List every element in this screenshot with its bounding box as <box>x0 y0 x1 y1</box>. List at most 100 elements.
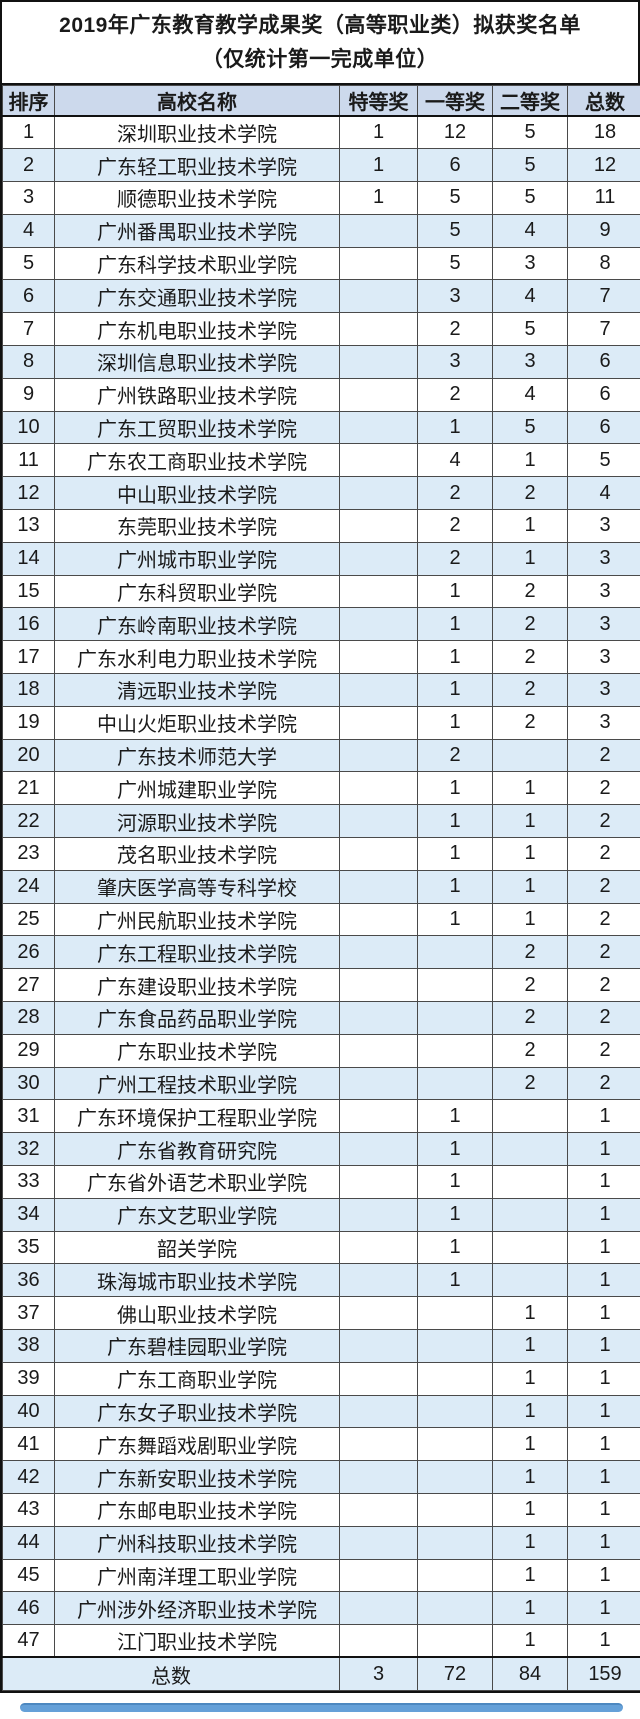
second-award-cell: 1 <box>492 837 568 871</box>
school-name-cell: 广东食品药品职业学院 <box>54 1001 340 1035</box>
special-award-cell <box>339 1099 418 1134</box>
special-award-cell: 1 <box>339 181 418 215</box>
first-award-cell: 2 <box>417 509 493 543</box>
table-row: 40 广东女子职业技术学院 1 1 <box>2 1394 640 1429</box>
total-cell: 1 <box>567 1427 640 1462</box>
rank-cell: 10 <box>2 410 55 445</box>
total-cell: 9 <box>567 213 640 248</box>
table-row: 34 广东文艺职业学院 1 1 <box>2 1197 640 1232</box>
table-row: 42 广东新安职业技术学院 1 1 <box>2 1460 640 1494</box>
school-name-cell: 广东建设职业技术学院 <box>54 968 340 1003</box>
second-award-cell: 2 <box>492 574 568 609</box>
rank-cell: 46 <box>2 1591 55 1626</box>
special-award-cell <box>339 1525 418 1560</box>
school-name-cell: 广东环境保护工程职业学院 <box>54 1099 340 1134</box>
school-name-cell: 广州民航职业技术学院 <box>54 902 340 937</box>
rank-cell: 4 <box>2 213 55 248</box>
first-award-cell: 2 <box>417 377 493 412</box>
total-cell: 5 <box>567 443 640 478</box>
table-row: 28 广东食品药品职业学院 2 2 <box>2 1001 640 1035</box>
table-row: 23 茂名职业技术学院 1 1 2 <box>2 837 640 871</box>
first-award-cell: 1 <box>417 673 493 707</box>
table-row: 9 广州铁路职业技术学院 2 4 6 <box>2 377 640 412</box>
total-cell: 2 <box>567 935 640 970</box>
second-award-cell: 1 <box>492 902 568 937</box>
second-award-cell: 1 <box>492 869 568 904</box>
second-award-cell: 2 <box>492 935 568 970</box>
table-row: 17 广东水利电力职业技术学院 1 2 3 <box>2 640 640 675</box>
table-row: 24 肇庆医学高等专科学校 1 1 2 <box>2 869 640 904</box>
school-name-cell: 深圳职业技术学院 <box>54 115 340 150</box>
first-award-cell: 1 <box>417 640 493 675</box>
total-second-award-cell: 84 <box>492 1656 568 1691</box>
special-award-cell <box>339 738 418 773</box>
first-award-cell: 3 <box>417 345 493 379</box>
school-name-cell: 广东交通职业技术学院 <box>54 279 340 314</box>
total-cell: 1 <box>567 1525 640 1560</box>
second-award-cell: 1 <box>492 1361 568 1396</box>
horizontal-scrollbar-thumb[interactable] <box>20 1702 623 1712</box>
first-award-cell <box>417 1361 493 1396</box>
total-cell: 3 <box>567 607 640 642</box>
second-award-cell: 1 <box>492 1328 568 1363</box>
school-name-cell: 广东工商职业学院 <box>54 1361 340 1396</box>
second-award-cell: 2 <box>492 968 568 1003</box>
first-award-cell: 2 <box>417 312 493 347</box>
first-award-cell <box>417 1427 493 1462</box>
school-name-cell: 广州南洋理工职业学院 <box>54 1558 340 1593</box>
school-name-cell: 中山职业技术学院 <box>54 476 340 511</box>
table-row: 12 中山职业技术学院 2 2 4 <box>2 476 640 511</box>
rank-cell: 26 <box>2 935 55 970</box>
table-row: 37 佛山职业技术学院 1 1 <box>2 1296 640 1330</box>
special-award-cell <box>339 1558 418 1593</box>
first-award-cell <box>417 1460 493 1494</box>
table-row: 11 广东农工商职业技术学院 4 1 5 <box>2 443 640 478</box>
table-row: 33 广东省外语艺术职业学院 1 1 <box>2 1165 640 1199</box>
first-award-cell: 2 <box>417 476 493 511</box>
rank-cell: 42 <box>2 1460 55 1494</box>
rank-cell: 14 <box>2 541 55 576</box>
first-award-cell: 5 <box>417 246 493 281</box>
table-row: 35 韶关学院 1 1 <box>2 1230 640 1265</box>
rank-cell: 12 <box>2 476 55 511</box>
school-name-cell: 广州工程技术职业学院 <box>54 1066 340 1101</box>
total-cell: 1 <box>567 1492 640 1527</box>
rank-cell: 33 <box>2 1165 55 1199</box>
total-label-cell: 总数 <box>2 1656 340 1691</box>
special-award-cell <box>339 968 418 1003</box>
special-award-cell <box>339 1001 418 1035</box>
special-award-cell <box>339 279 418 314</box>
first-award-cell: 1 <box>417 574 493 609</box>
first-award-cell <box>417 935 493 970</box>
table-row: 10 广东工贸职业技术学院 1 5 6 <box>2 410 640 445</box>
rank-cell: 44 <box>2 1525 55 1560</box>
first-award-cell <box>417 1001 493 1035</box>
school-name-cell: 广东农工商职业技术学院 <box>54 443 340 478</box>
school-name-cell: 广州城市职业学院 <box>54 541 340 576</box>
table-row: 44 广州科技职业技术学院 1 1 <box>2 1525 640 1560</box>
rank-cell: 18 <box>2 673 55 707</box>
rank-cell: 31 <box>2 1099 55 1134</box>
special-award-cell <box>339 345 418 379</box>
total-cell: 1 <box>567 1263 640 1298</box>
first-award-cell: 1 <box>417 837 493 871</box>
total-cell: 1 <box>567 1230 640 1265</box>
rank-cell: 9 <box>2 377 55 412</box>
table-row: 7 广东机电职业技术学院 2 5 7 <box>2 312 640 347</box>
table-row: 41 广东舞蹈戏剧职业学院 1 1 <box>2 1427 640 1462</box>
table-row: 26 广东工程职业技术学院 2 2 <box>2 935 640 970</box>
total-cell: 2 <box>567 902 640 937</box>
table-row: 25 广州民航职业技术学院 1 1 2 <box>2 902 640 937</box>
second-award-cell: 1 <box>492 1591 568 1626</box>
school-name-cell: 广东岭南职业技术学院 <box>54 607 340 642</box>
table-row: 14 广州城市职业学院 2 1 3 <box>2 541 640 576</box>
second-award-cell: 1 <box>492 1492 568 1527</box>
first-award-cell: 1 <box>417 607 493 642</box>
first-award-cell: 1 <box>417 1132 493 1166</box>
first-award-cell: 4 <box>417 443 493 478</box>
first-award-cell: 1 <box>417 804 493 839</box>
special-award-cell <box>339 1361 418 1396</box>
total-cell: 2 <box>567 869 640 904</box>
